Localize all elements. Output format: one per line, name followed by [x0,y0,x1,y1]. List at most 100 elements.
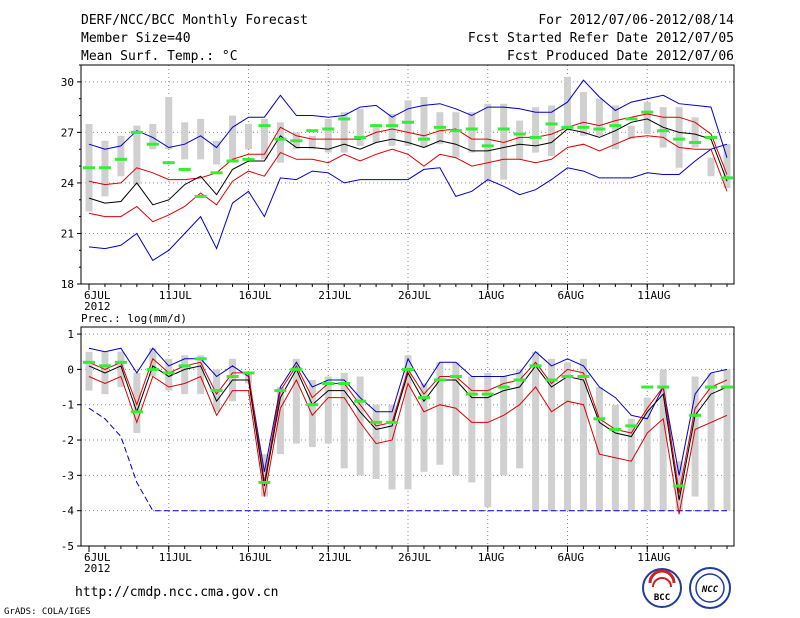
temp-xtick-label: 21JUL [318,289,351,302]
prec-xtick-label: 6JUL [84,551,111,564]
prec-range-bar [548,358,556,511]
prec-range-bar [579,358,587,511]
prec-range-bar [595,387,603,511]
temp-range-bar [484,103,492,182]
temp-range-bar [548,105,556,156]
prec-control-mark [402,367,414,371]
temp-range-bar [643,102,651,135]
temp-control-mark [641,110,654,114]
temp-range-bar [308,135,316,150]
prec-range-bar [356,376,364,476]
temp-control-mark [162,161,175,165]
temp-control-mark [242,157,255,161]
temp-control-mark [625,117,638,121]
temp-control-mark [226,159,239,163]
forecast-period: For 2012/07/06-2012/08/14 [538,13,734,28]
temp-range-bar [595,98,603,136]
source-url[interactable]: http://cmdp.ncc.cma.gov.cn [75,585,279,600]
temp-control-mark [689,140,702,144]
temp-range-bar [117,135,125,177]
prec-control-mark [433,378,446,382]
prec-control-mark [417,396,430,400]
temp-control-mark [354,135,367,139]
prec-range-bar [404,355,412,490]
temp-xtick-label: 26JUL [398,289,431,302]
prec-control-mark [322,382,335,386]
prec-xtick-label: 1AUG [478,551,505,564]
prec-range-bar [659,369,667,511]
prec-range-bar [165,358,173,391]
temp-control-mark [529,135,542,139]
temp-range-bar [229,115,237,162]
prec-range-bar [500,376,508,476]
prec-ytick-label: -2 [61,434,74,447]
temp-range-bar [197,118,205,160]
prec-control-mark [226,374,239,378]
prec-control-mark [481,392,494,396]
chart-title: DERF/NCC/BCC Monthly Forecast [81,13,308,28]
temp-year-label: 2012 [84,300,111,313]
prec-range-bar [388,404,396,490]
prec-control-mark [130,410,143,414]
prec-control-mark [625,424,638,428]
temp-control-mark [465,127,478,131]
prec-control-mark [354,399,367,403]
temp-control-mark [449,129,462,133]
temp-control-mark [322,127,335,131]
prec-xtick-label: 21JUL [318,551,351,564]
temp-control-mark [657,129,670,133]
prec-range-bar [516,369,524,469]
prec-range-bar [324,376,332,444]
prec-range-bar [564,362,571,511]
header: DERF/NCC/BCC Monthly Forecast Member Siz… [81,13,734,64]
prec-control-mark [545,378,558,382]
prec-control-mark [689,413,702,417]
prec-range-bar [85,351,93,391]
temp-ytick-label: 21 [61,227,74,240]
prec-control-mark [465,392,478,396]
prec-ytick-label: -1 [61,399,74,412]
temp-control-mark [130,130,143,134]
temp-range-bar [181,122,189,160]
prec-lower-line [88,375,728,515]
temp-control-mark [513,132,526,136]
prec-min-line [88,407,727,512]
prec-range-bar [308,379,316,448]
prec-mean-line [88,365,728,501]
temp-control-mark [290,139,303,143]
temp-xtick-label: 6JUL [84,289,111,302]
prec-range-bar [436,362,444,465]
temp-range-bar [723,144,731,188]
prec-range-bar [707,372,715,511]
temp-control-mark [402,120,414,124]
temp-range-bar [707,157,715,177]
temp-range-bar [388,113,396,146]
temp-control-mark [417,137,430,141]
temp-xtick-label: 11JUL [159,289,192,302]
temp-control-mark [386,124,399,128]
temp-range-bar [324,118,332,153]
prec-range-bar [691,376,699,497]
temp-ytick-label: 18 [61,278,74,291]
temp-control-mark [370,124,383,128]
prec-control-mark [497,385,510,389]
prec-range-bar [627,418,635,511]
prec-control-mark [194,357,207,361]
prec-control-mark [657,385,670,389]
bcc-logo: BCC [642,568,682,608]
prec-range-bar [181,355,189,395]
temp-range-bar [611,105,619,150]
temp-range-bar [500,103,508,180]
temp-xtick-label: 16JUL [239,289,272,302]
temp-range-bar [276,122,284,163]
prec-control-mark [609,427,622,431]
prec-xtick-label: 16JUL [239,551,272,564]
prec-year-label: 2012 [84,562,111,575]
temp-range-bar [627,125,635,140]
variable-label: Mean Surf. Temp.: °C [81,49,238,64]
grads-credit: GrADS: COLA/IGES [4,607,91,617]
temp-ytick-label: 27 [61,126,74,139]
prec-range-bar [420,383,428,472]
temp-control-mark [721,176,733,180]
